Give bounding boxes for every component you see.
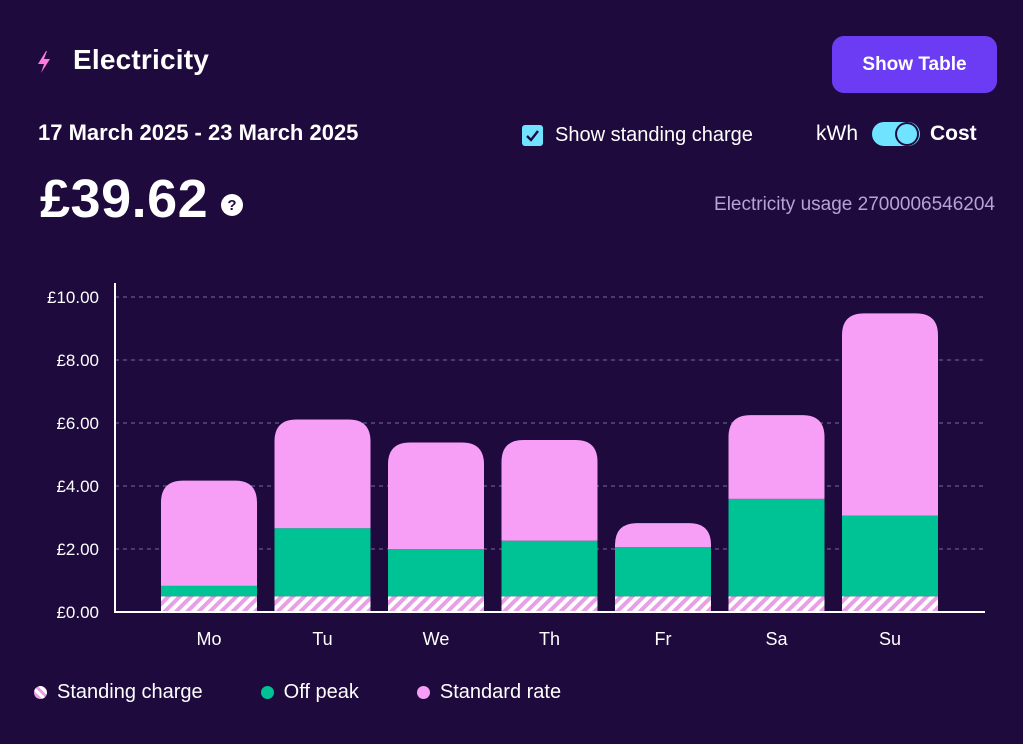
- bar-standard-rate: [615, 523, 711, 548]
- show-table-button[interactable]: Show Table: [832, 36, 997, 93]
- legend-marker-standing-charge: [34, 686, 47, 699]
- kwh-option[interactable]: kWh: [816, 122, 858, 145]
- bar-standard-rate: [388, 442, 484, 549]
- legend-label: Off peak: [283, 681, 359, 703]
- legend-marker-standard-rate: [416, 686, 430, 699]
- chart-legend: Standing charge Off peak Standard rate: [34, 681, 619, 704]
- y-tick-label: £10.00: [47, 288, 99, 307]
- y-tick-label: £8.00: [56, 351, 99, 370]
- standing-charge-checkbox[interactable]: [522, 125, 543, 146]
- legend-marker-off-peak: [260, 686, 274, 699]
- page-title: Electricity: [73, 44, 210, 75]
- legend-item-off-peak: Off peak: [260, 681, 359, 704]
- meter-label: Electricity usage 2700006546204: [714, 194, 995, 215]
- bar-standard-rate: [842, 313, 938, 516]
- cost-bar-chart: £0.00 £2.00 £4.00 £6.00 £8.00 £10.00 Mo Tu We Th…: [47, 283, 985, 649]
- bar-group-th: [501, 440, 598, 612]
- y-tick-label: £6.00: [56, 414, 99, 433]
- question-icon[interactable]: ?: [221, 194, 243, 216]
- x-tick-label: Th: [539, 629, 560, 649]
- legend-item-standard-rate: Standard rate: [416, 681, 562, 704]
- bar-standard-rate: [501, 440, 598, 541]
- bar-group-fr: [615, 523, 711, 612]
- bar-off-peak: [161, 585, 257, 597]
- bar-group-su: [842, 313, 938, 612]
- x-tick-label: We: [423, 629, 450, 649]
- bar-standing-charge: [388, 596, 484, 612]
- legend-item-standing-charge: Standing charge: [34, 681, 203, 704]
- bar-standing-charge: [161, 596, 257, 612]
- legend-label: Standard rate: [439, 681, 562, 703]
- bar-standing-charge: [501, 596, 598, 612]
- x-tick-label: Sa: [765, 629, 788, 649]
- bar-group-tu: [274, 419, 371, 612]
- check-icon: [526, 130, 539, 142]
- bar-standing-charge: [728, 596, 825, 612]
- y-tick-label: £4.00: [56, 477, 99, 496]
- bar-standard-rate: [161, 480, 257, 586]
- bar-standard-rate: [274, 419, 371, 529]
- x-tick-label: Fr: [655, 629, 672, 649]
- x-tick-label: Su: [879, 629, 901, 649]
- bar-off-peak: [388, 549, 484, 597]
- bar-standing-charge: [615, 596, 711, 612]
- date-range: 17 March 2025 - 23 March 2025: [38, 120, 359, 145]
- bar-standard-rate: [728, 415, 825, 499]
- bar-group-mo: [161, 480, 257, 612]
- y-tick-label: £0.00: [56, 603, 99, 622]
- bar-off-peak: [842, 515, 938, 597]
- bar-group-we: [388, 442, 484, 612]
- standing-charge-label: Show standing charge: [555, 124, 753, 146]
- bar-off-peak: [274, 528, 371, 597]
- x-tick-label: Mo: [196, 629, 221, 649]
- bar-off-peak: [728, 498, 825, 597]
- cost-option[interactable]: Cost: [930, 122, 977, 145]
- toggle-knob: [895, 122, 919, 146]
- x-tick-label: Tu: [312, 629, 332, 649]
- legend-label: Standing charge: [57, 681, 203, 703]
- bar-off-peak: [501, 540, 598, 597]
- bar-standing-charge: [274, 596, 371, 612]
- total-cost: £39.62: [40, 169, 209, 229]
- bar-standing-charge: [842, 596, 938, 612]
- bar-group-sa: [728, 415, 825, 612]
- standing-charge-toggle[interactable]: Show standing charge: [522, 124, 753, 147]
- bar-off-peak: [615, 547, 711, 597]
- unit-switch[interactable]: kWh Cost: [816, 122, 977, 146]
- unit-toggle[interactable]: [872, 122, 920, 146]
- y-tick-label: £2.00: [56, 540, 99, 559]
- lightning-bolt-icon: [38, 51, 50, 73]
